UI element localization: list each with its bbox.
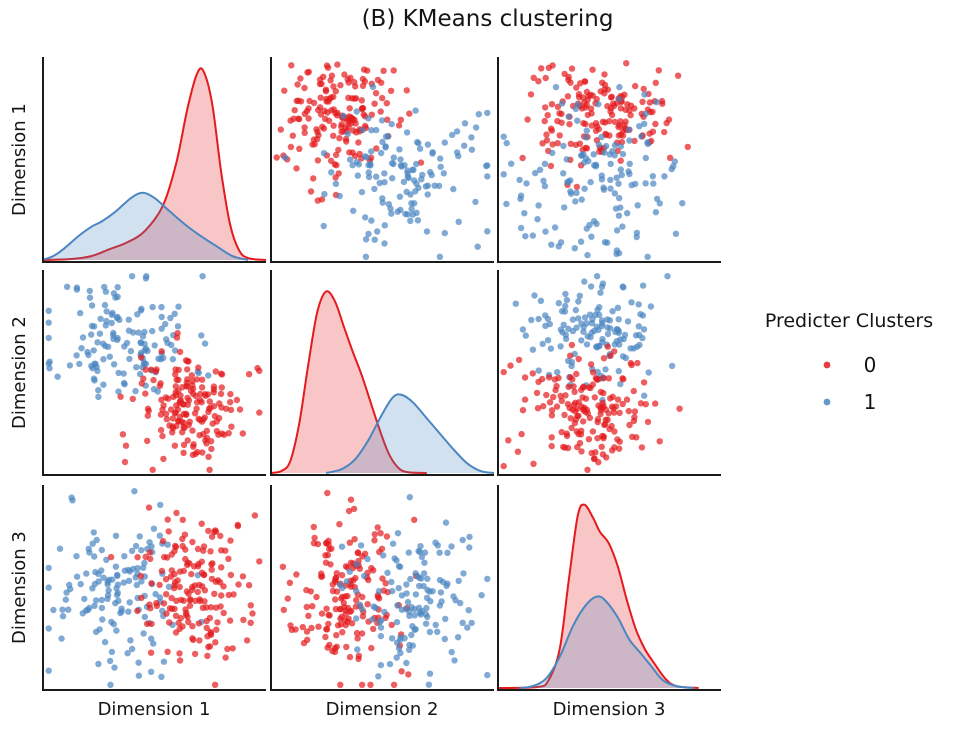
scatter-panel-r1c2 — [270, 57, 494, 263]
kde-panel-dim1 — [42, 57, 266, 263]
legend-label-cluster-1: 1 — [863, 389, 877, 414]
figure-title: (B) KMeans clustering — [361, 6, 614, 32]
y-axis-label-dimension-2: Dimension 2 — [9, 316, 30, 430]
cluster-1-dot-icon — [823, 398, 831, 405]
scatter-panel-r1c3 — [497, 57, 721, 263]
y-axis-label-dimension-3: Dimension 3 — [9, 531, 30, 645]
kde-panel-dim2 — [270, 270, 494, 476]
legend-item-cluster-1: 1 — [727, 383, 971, 420]
cluster-0-dot-icon — [823, 361, 831, 368]
legend: Predicter Clusters 0 1 — [727, 310, 971, 420]
x-axis-label-dimension-1: Dimension 1 — [97, 699, 211, 720]
legend-title: Predicter Clusters — [764, 310, 934, 332]
legend-label-cluster-0: 0 — [863, 352, 877, 377]
legend-item-cluster-0: 0 — [727, 346, 971, 383]
scatter-panel-r3c1 — [42, 485, 266, 691]
x-axis-label-dimension-2: Dimension 2 — [325, 699, 439, 720]
y-axis-label-dimension-1: Dimension 1 — [9, 103, 30, 217]
kde-panel-dim3 — [497, 485, 721, 691]
scatter-panel-r2c3 — [497, 270, 721, 476]
scatter-panel-r2c1 — [42, 270, 266, 476]
x-axis-label-dimension-3: Dimension 3 — [552, 699, 666, 720]
scatter-panel-r3c2 — [270, 485, 494, 691]
